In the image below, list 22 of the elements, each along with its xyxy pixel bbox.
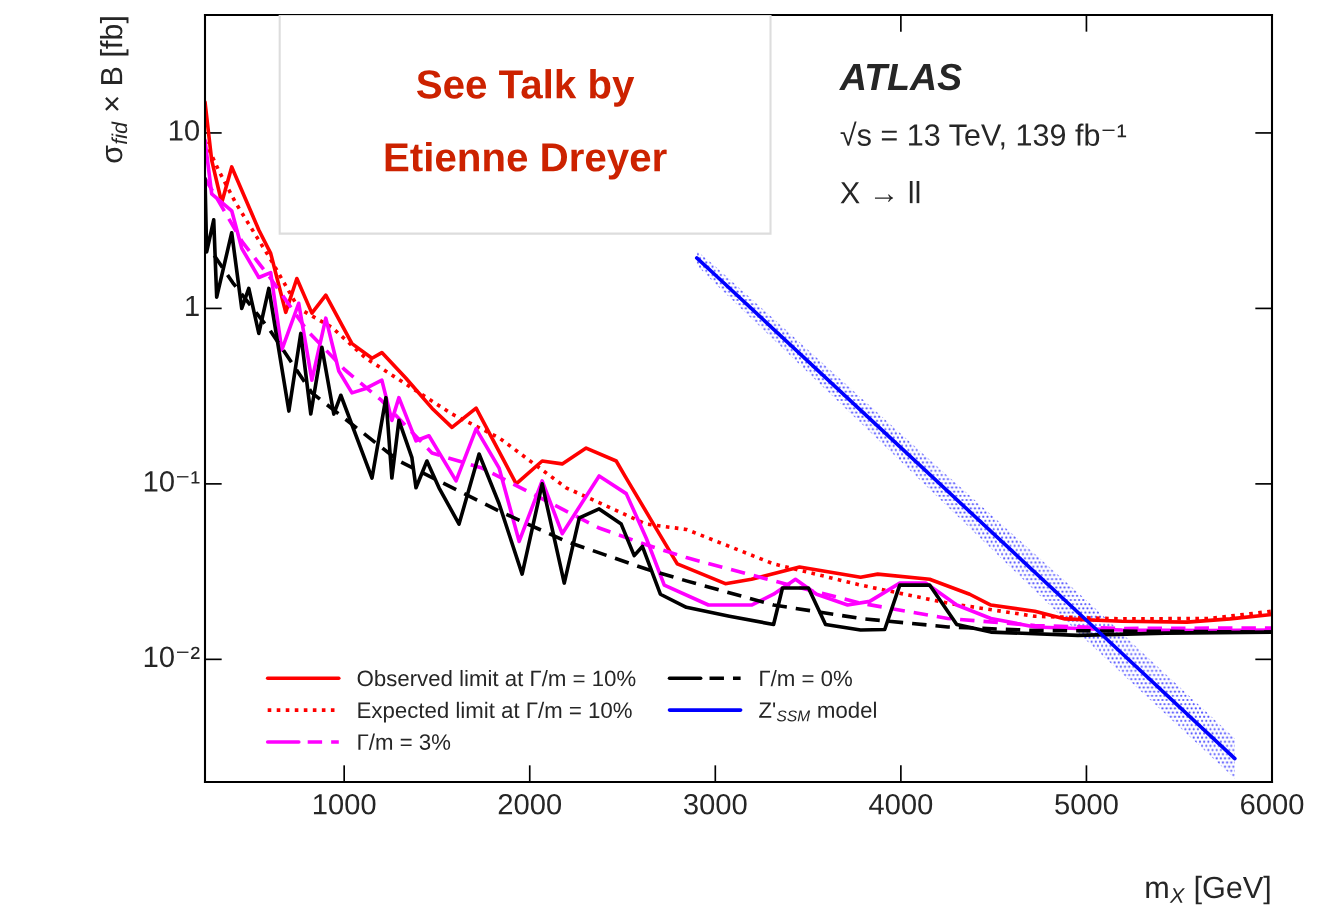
annotation: √s = 13 TeV, 139 fb⁻¹: [840, 121, 1127, 150]
x-tick-label: 5000: [1055, 793, 1118, 815]
x-tick-label: 3000: [683, 793, 747, 815]
y-tick-label: 10⁻²: [144, 646, 200, 668]
legend-label: Γ/m = 3%: [358, 733, 451, 750]
y-tick-label: 10: [169, 120, 199, 141]
legend-label: Expected limit at Γ/m = 10%: [358, 701, 632, 723]
legend-label: Z'$_{SSM}$ model: [759, 701, 876, 722]
annotation: ATLAS: [839, 63, 962, 91]
x-axis-title: m$_{X}$ [GeV]: [1146, 875, 1270, 905]
annotation: Etienne Dreyer: [385, 141, 667, 180]
y-tick-label: 1: [186, 295, 199, 316]
y-tick-label: 10⁻¹: [144, 471, 200, 492]
x-tick-label: 2000: [498, 793, 562, 815]
annotation: See Talk by: [416, 69, 635, 107]
x-tick-label: 6000: [1241, 793, 1304, 815]
legend-label: Observed limit at Γ/m = 10%: [357, 669, 636, 687]
legend-label: Γ/m = 0%: [760, 669, 852, 687]
annotation: X → ll: [840, 181, 920, 204]
y-axis-title: σ$_{fid}$ × B [fb]: [99, 17, 129, 163]
x-tick-label: 1000: [313, 793, 376, 815]
x-tick-label: 4000: [869, 793, 933, 815]
